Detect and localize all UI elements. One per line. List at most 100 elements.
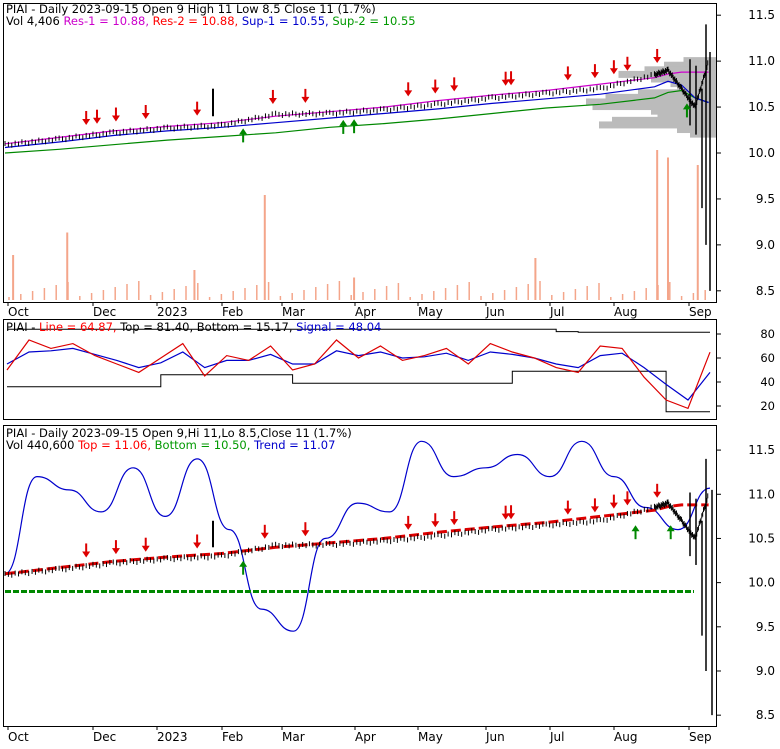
price-panel-frame <box>3 3 717 303</box>
sell-arrow <box>609 68 618 75</box>
buy-arrow <box>239 560 248 567</box>
buy-arrow <box>239 128 248 135</box>
sell-arrow <box>507 79 516 86</box>
x-tick-label: Mar <box>282 305 305 319</box>
legend-part: Vol 440,600 <box>6 438 74 452</box>
volume-profile-bar <box>605 93 716 101</box>
price-legend-line2: Vol 4,406 Res-1 = 10.88, Res-2 = 10.88, … <box>6 14 416 28</box>
sell-arrow <box>450 85 459 92</box>
volume-profile-bar <box>651 75 716 83</box>
sell-arrow <box>404 90 413 97</box>
x-tick-label: Oct <box>8 305 29 319</box>
sell-arrow <box>590 72 599 79</box>
sell-arrow <box>111 115 120 122</box>
sell-arrow <box>450 519 459 526</box>
price-plot <box>4 24 716 300</box>
trend-panel-frame <box>3 425 717 727</box>
legend-part: PIAI - <box>6 320 39 334</box>
sell-arrow <box>111 548 120 555</box>
y-tick-label: 80 <box>760 327 775 341</box>
volume-profile-bar <box>638 89 716 97</box>
sell-arrow <box>141 545 150 552</box>
sell-arrow <box>563 508 572 515</box>
sell-arrow <box>141 113 150 120</box>
sell-arrow <box>623 499 632 506</box>
sell-arrow <box>404 523 413 530</box>
y-tick-label: 10.5 <box>748 531 775 545</box>
sell-arrow <box>653 56 662 63</box>
y-tick-label: 8.5 <box>756 708 775 722</box>
sell-arrow <box>268 97 277 104</box>
oscillator-panel-frame <box>3 319 717 420</box>
y-tick-label: 20 <box>760 399 775 413</box>
sell-arrow <box>501 79 510 86</box>
legend-part: Sup-1 = 10.55, <box>238 14 329 28</box>
x-tick-label: Dec <box>93 305 116 319</box>
x-tick-label: Feb <box>222 305 243 319</box>
x-tick-label: Jun <box>485 730 505 744</box>
x-tick-label: Jun <box>485 305 505 319</box>
sup1-line <box>4 80 709 149</box>
y-tick-label: 11.5 <box>748 443 775 457</box>
buy-arrow <box>339 119 348 126</box>
x-tick-label: Feb <box>222 730 243 744</box>
volume-profile-bar <box>651 107 716 115</box>
x-tick-label: 2023 <box>157 305 188 319</box>
buy-arrow <box>682 103 691 110</box>
volume-profile-bar <box>644 66 716 74</box>
legend-part: PIAI - Daily 2023-09-15 Open 9,Hi 11,Lo … <box>6 426 352 440</box>
legend-part: Trend = 11.07 <box>250 438 335 452</box>
x-tick-label: May <box>418 305 443 319</box>
sell-arrow <box>609 502 618 509</box>
sell-arrow <box>193 542 202 549</box>
legend-part: Top = 11.06, <box>74 438 151 452</box>
signal-line <box>6 347 711 401</box>
volume-profile-bar <box>690 130 716 138</box>
sell-arrow <box>82 551 91 558</box>
sell-arrow <box>260 532 269 539</box>
y-tick-label: 9.5 <box>756 620 775 634</box>
y-tick-label: 10.0 <box>748 146 775 160</box>
x-tick-label: Jul <box>549 305 564 319</box>
sell-arrow <box>501 513 510 520</box>
sell-arrow <box>507 513 516 520</box>
legend-part: Signal = 48.04 <box>293 320 382 334</box>
x-tick-label: Aug <box>614 730 637 744</box>
x-tick-label: Apr <box>355 305 376 319</box>
osc-line <box>6 339 711 410</box>
legend-part: Res-2 = 10.88, <box>149 14 238 28</box>
y-tick-label: 11.0 <box>748 487 775 501</box>
buy-arrow <box>666 525 675 532</box>
trend-legend-line1: PIAI - Daily 2023-09-15 Open 9,Hi 11,Lo … <box>6 426 352 440</box>
oscillator-plot <box>6 328 711 413</box>
legend-part: Top = 81.40, <box>117 320 194 334</box>
sup2-line <box>4 89 709 154</box>
x-tick-label: Oct <box>8 730 29 744</box>
y-tick-label: 9.0 <box>756 238 775 252</box>
y-tick-label: 8.5 <box>756 284 775 298</box>
buy-arrow <box>350 119 359 126</box>
legend-part: Line = 64.87, <box>39 320 117 334</box>
y-tick-label: 11.0 <box>748 54 775 68</box>
x-tick-label: Apr <box>355 730 376 744</box>
trend-legend-line2: Vol 440,600 Top = 11.06, Bottom = 10.50,… <box>6 438 335 452</box>
axis-labels: 11.5 11.0 10.5 10.0 9.5 9.0 8.5 80 60 40 20 11.5 11.… <box>7 8 775 744</box>
sell-arrow <box>653 491 662 498</box>
volume-profile-bar <box>586 98 716 106</box>
oscillator-legend: PIAI - Line = 64.87, Top = 81.40, Bottom… <box>6 320 381 334</box>
legend-part: PIAI - Daily 2023-09-15 Open 9 High 11 L… <box>6 2 376 16</box>
sell-arrow <box>563 74 572 81</box>
x-tick-label: Aug <box>614 305 637 319</box>
y-tick-label: 10.0 <box>748 576 775 590</box>
y-tick-label: 10.5 <box>748 100 775 114</box>
sell-arrow <box>301 530 310 537</box>
sell-arrow <box>93 117 102 124</box>
y-tick-label: 11.5 <box>748 8 775 22</box>
sell-arrow <box>431 521 440 528</box>
trend-plot <box>4 440 713 716</box>
sell-arrow <box>82 118 91 125</box>
y-tick-label: 9.5 <box>756 192 775 206</box>
sell-arrow <box>301 96 310 103</box>
volume-profile-bar <box>599 121 716 129</box>
